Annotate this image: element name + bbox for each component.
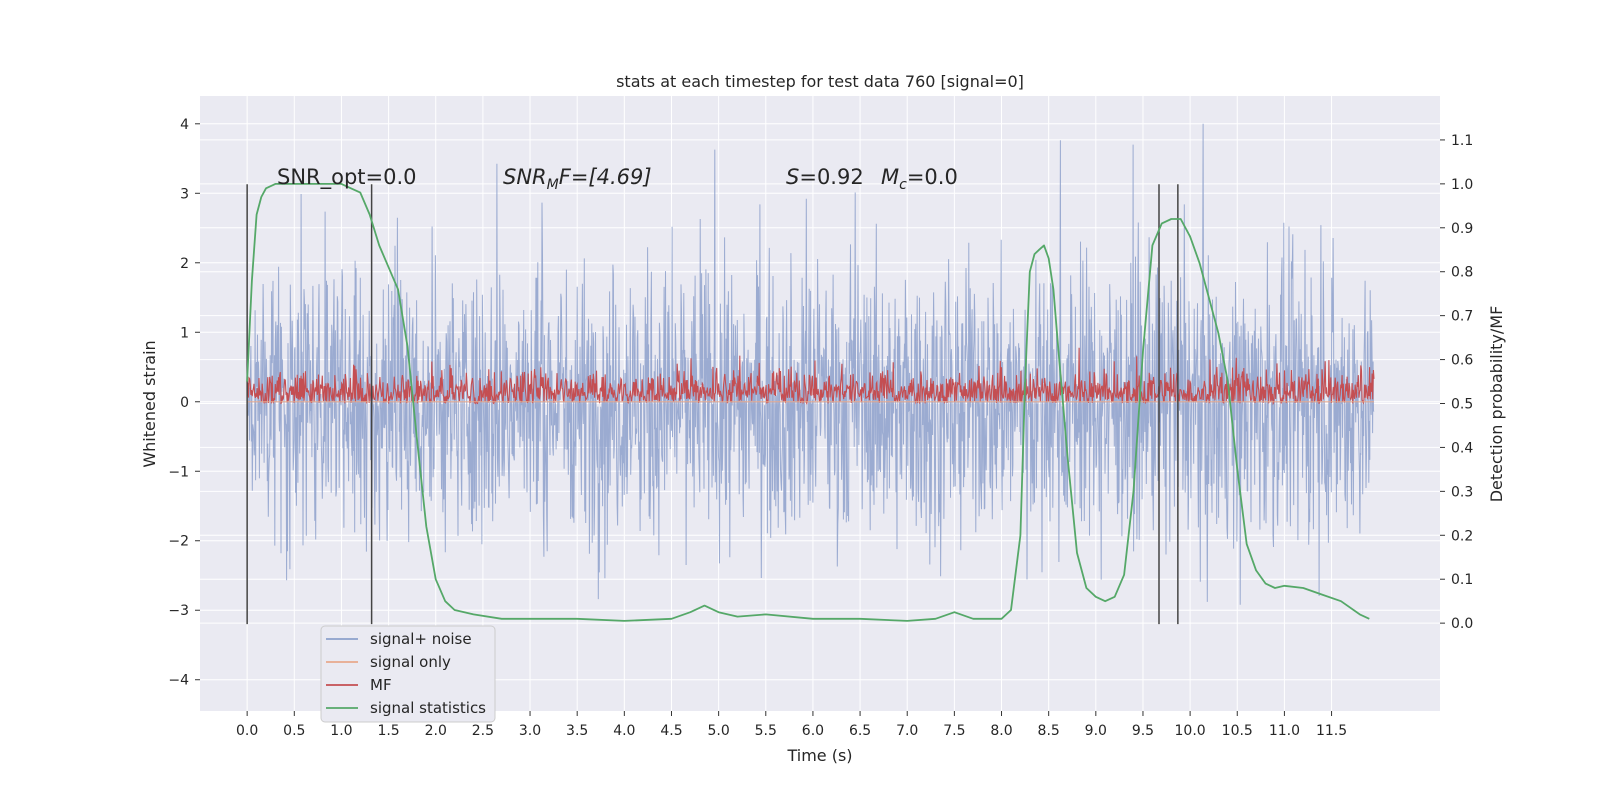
y-left-tick-label: 0 (180, 395, 189, 411)
x-tick-label: 3.5 (566, 723, 588, 739)
y-left-tick-label: −2 (168, 534, 189, 550)
snr-mf-f: F=[4.69] (559, 165, 652, 189)
y-right-tick-label: 0.6 (1451, 353, 1473, 369)
y-right-tick-label: 0.9 (1451, 221, 1473, 237)
y-right-axis-label: Detection probability/MF (1487, 306, 1506, 503)
x-tick-label: 6.5 (849, 723, 871, 739)
x-tick-label: 2.0 (425, 723, 447, 739)
x-tick-label: 8.0 (990, 723, 1012, 739)
legend-label-signal-statistics: signal statistics (370, 699, 486, 717)
mc-sub: c (899, 177, 907, 193)
mc-value: =0.0 (907, 165, 958, 189)
annotation-snr-mf: SNRMF=[4.69] (503, 165, 652, 193)
y-left-axis-label: Whitened strain (140, 340, 159, 467)
x-tick-label: 1.5 (377, 723, 399, 739)
y-right-tick-label: 0.5 (1451, 397, 1473, 413)
s-name: S (786, 165, 799, 189)
x-tick-label: 0.0 (236, 723, 258, 739)
x-tick-label: 10.5 (1222, 723, 1253, 739)
chart-title: stats at each timestep for test data 760… (616, 72, 1024, 91)
x-tick-label: 7.5 (943, 723, 965, 739)
x-axis-label: Time (s) (786, 746, 852, 765)
y-left-tick-label: 1 (180, 325, 189, 341)
y-left-tick-label: −1 (168, 464, 189, 480)
annotation-s: S=0.92 (786, 165, 864, 189)
y-right-tick-label: 0.7 (1451, 309, 1473, 325)
signal-statistics-line (246, 183, 1370, 622)
x-tick-label: 5.0 (707, 723, 729, 739)
legend-label-signal-only: signal only (370, 653, 451, 671)
x-tick-label: 0.5 (283, 723, 305, 739)
x-tick-label: 2.5 (472, 723, 494, 739)
x-tick-label: 9.0 (1085, 723, 1107, 739)
snr-mf-name: SNR (503, 165, 547, 189)
mc-name: M (881, 165, 899, 189)
signal-statistics-series (246, 183, 1370, 622)
snr-mf-sub: M (547, 177, 559, 193)
x-tick-label: 1.0 (330, 723, 352, 739)
x-tick-label: 10.0 (1175, 723, 1206, 739)
x-tick-label: 3.0 (519, 723, 541, 739)
x-tick-label: 5.5 (755, 723, 777, 739)
x-tick-label: 11.0 (1269, 723, 1300, 739)
y-left-tick-label: −4 (168, 673, 189, 689)
y-right-tick-label: 0.4 (1451, 440, 1473, 456)
y-left-axis-ticks: 4 3 2 1 0 −1 −2 −3 −4 (168, 117, 200, 689)
x-tick-label: 9.5 (1132, 723, 1154, 739)
legend: signal+ noise signal only MF signal stat… (320, 625, 496, 723)
y-right-tick-label: 0.2 (1451, 528, 1473, 544)
y-right-tick-label: 0.0 (1451, 616, 1473, 632)
y-right-axis-ticks: 1.1 1.0 0.9 0.8 0.7 0.6 0.5 0.4 0.3 0.2 0.1 0.0 (1440, 133, 1473, 632)
x-tick-label: 11.5 (1316, 723, 1347, 739)
legend-box (320, 625, 496, 723)
x-axis-ticks: 0.0 0.5 1.0 1.5 2.0 2.5 3.0 3.5 4.0 4.5 5.0 5.5 6.0 6… (236, 711, 1347, 739)
mf-line (246, 347, 1375, 406)
y-right-tick-label: 0.1 (1451, 572, 1473, 588)
legend-label-signal-noise: signal+ noise (370, 630, 472, 648)
x-tick-label: 7.0 (896, 723, 918, 739)
y-right-tick-label: 0.8 (1451, 265, 1473, 281)
annotation-mc: Mc=0.0 (881, 165, 958, 193)
x-tick-label: 6.0 (802, 723, 824, 739)
annotation-snr-opt: SNR_opt=0.0 (277, 165, 417, 190)
x-tick-label: 4.5 (660, 723, 682, 739)
legend-label-mf: MF (370, 676, 392, 694)
vertical-markers (246, 184, 1179, 625)
x-tick-label: 4.0 (613, 723, 635, 739)
y-left-tick-label: −3 (168, 603, 189, 619)
annotations: SNR_opt=0.0 SNRMF=[4.69] S=0.92 Mc=0.0 (277, 165, 958, 193)
y-right-tick-label: 1.1 (1451, 133, 1473, 149)
y-left-tick-label: 3 (180, 186, 189, 202)
s-value: =0.92 (799, 165, 863, 189)
y-left-tick-label: 2 (180, 256, 189, 272)
x-tick-label: 8.5 (1038, 723, 1060, 739)
y-right-tick-label: 0.3 (1451, 484, 1473, 500)
y-left-tick-label: 4 (180, 117, 189, 133)
mf-series (246, 347, 1375, 406)
y-right-tick-label: 1.0 (1451, 177, 1473, 193)
